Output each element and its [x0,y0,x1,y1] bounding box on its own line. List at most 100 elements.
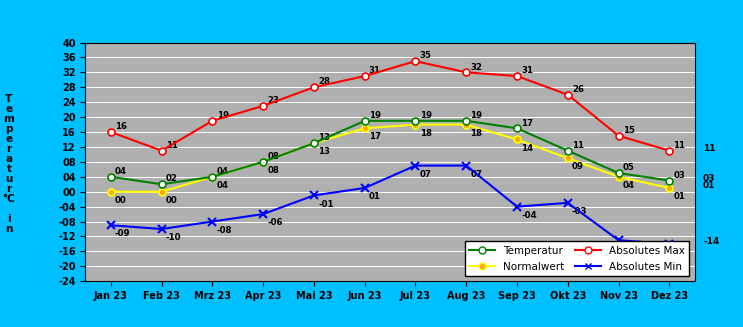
Absolutes Max [309,85,318,89]
Text: 13: 13 [318,133,330,143]
Normalwert [309,141,318,145]
Text: -03: -03 [572,207,588,216]
Text: 07: 07 [470,170,482,179]
Normalwert [563,156,572,160]
Text: 04: 04 [216,167,229,176]
Text: 19: 19 [470,111,482,120]
Absolutes Min [106,223,115,227]
Text: 04: 04 [115,167,127,176]
Text: 13: 13 [318,147,330,156]
Text: -13: -13 [623,244,638,253]
Text: 19: 19 [420,111,432,120]
Normalwert [158,190,166,194]
Text: -04: -04 [521,211,536,220]
Text: 15: 15 [623,126,635,135]
Temperatur [665,179,674,182]
Text: -08: -08 [216,226,232,235]
Absolutes Max [208,119,217,123]
Text: -01: -01 [318,199,334,209]
Text: -09: -09 [115,229,131,238]
Text: 31: 31 [369,66,381,75]
Normalwert [461,123,470,127]
Absolutes Max [461,70,470,74]
Temperatur [259,160,267,164]
Text: 17: 17 [521,118,533,128]
Absolutes Min [614,238,623,242]
Absolutes Min [461,164,470,167]
Absolutes Min [309,194,318,198]
Absolutes Max [158,149,166,153]
Text: 02: 02 [166,175,178,183]
Text: 03: 03 [703,174,716,182]
Temperatur [208,175,217,179]
Line: Normalwert: Normalwert [107,121,673,195]
Temperatur [309,141,318,145]
Text: 32: 32 [470,62,482,72]
Absolutes Max [513,74,522,78]
Temperatur [614,171,623,175]
Temperatur [513,126,522,130]
Normalwert [665,186,674,190]
Temperatur [158,182,166,186]
Text: 01: 01 [673,192,685,201]
Absolutes Min [208,220,217,224]
Absolutes Max [614,134,623,138]
Text: 04: 04 [216,181,229,190]
Text: -10: -10 [166,233,181,242]
Line: Temperatur: Temperatur [107,117,673,188]
Text: 28: 28 [318,77,330,86]
Absolutes Min [513,205,522,209]
Text: -14: -14 [703,237,719,246]
Absolutes Min [158,227,166,231]
Temperatur [563,149,572,153]
Normalwert [106,190,115,194]
Text: 03: 03 [673,171,685,180]
Text: 01: 01 [703,181,716,190]
Text: 00: 00 [115,196,127,205]
Absolutes Min [563,201,572,205]
Text: 00: 00 [166,196,178,205]
Text: 19: 19 [369,111,381,120]
Line: Absolutes Min: Absolutes Min [107,162,673,248]
Text: 08: 08 [267,166,279,175]
Text: 04: 04 [623,181,635,190]
Text: 31: 31 [521,66,533,75]
Absolutes Max [411,59,420,63]
Text: 26: 26 [572,85,584,94]
Line: Absolutes Max: Absolutes Max [107,58,673,154]
Normalwert [411,123,420,127]
Absolutes Max [665,149,674,153]
Text: 05: 05 [623,163,635,172]
Absolutes Min [665,242,674,246]
Normalwert [259,160,267,164]
Text: 11: 11 [166,141,178,150]
Absolutes Max [259,104,267,108]
Text: 23: 23 [267,96,279,105]
Normalwert [360,126,369,130]
Legend: Temperatur, Normalwert, Absolutes Max, Absolutes Min: Temperatur, Normalwert, Absolutes Max, A… [465,241,690,276]
Absolutes Min [360,186,369,190]
Text: 16: 16 [115,122,127,131]
Absolutes Min [411,164,420,167]
Absolutes Max [563,93,572,97]
Text: 07: 07 [420,170,432,179]
Text: 18: 18 [470,129,482,138]
Normalwert [208,175,217,179]
Absolutes Max [360,74,369,78]
Text: 11: 11 [703,144,716,153]
Text: 19: 19 [216,111,229,120]
Text: 18: 18 [420,129,432,138]
Text: T
e
m
p
e
r
a
t
u
r
°C
 
i
n: T e m p e r a t u r °C i n [2,94,16,233]
Text: 35: 35 [420,51,432,60]
Absolutes Min [259,212,267,216]
Temperatur [106,175,115,179]
Text: -14: -14 [673,248,690,257]
Text: 09: 09 [572,162,584,171]
Temperatur [360,119,369,123]
Text: 11: 11 [572,141,584,150]
Text: 14: 14 [521,144,533,153]
Text: 17: 17 [369,132,381,141]
Text: 11: 11 [673,141,686,150]
Text: 08: 08 [267,152,279,161]
Temperatur [411,119,420,123]
